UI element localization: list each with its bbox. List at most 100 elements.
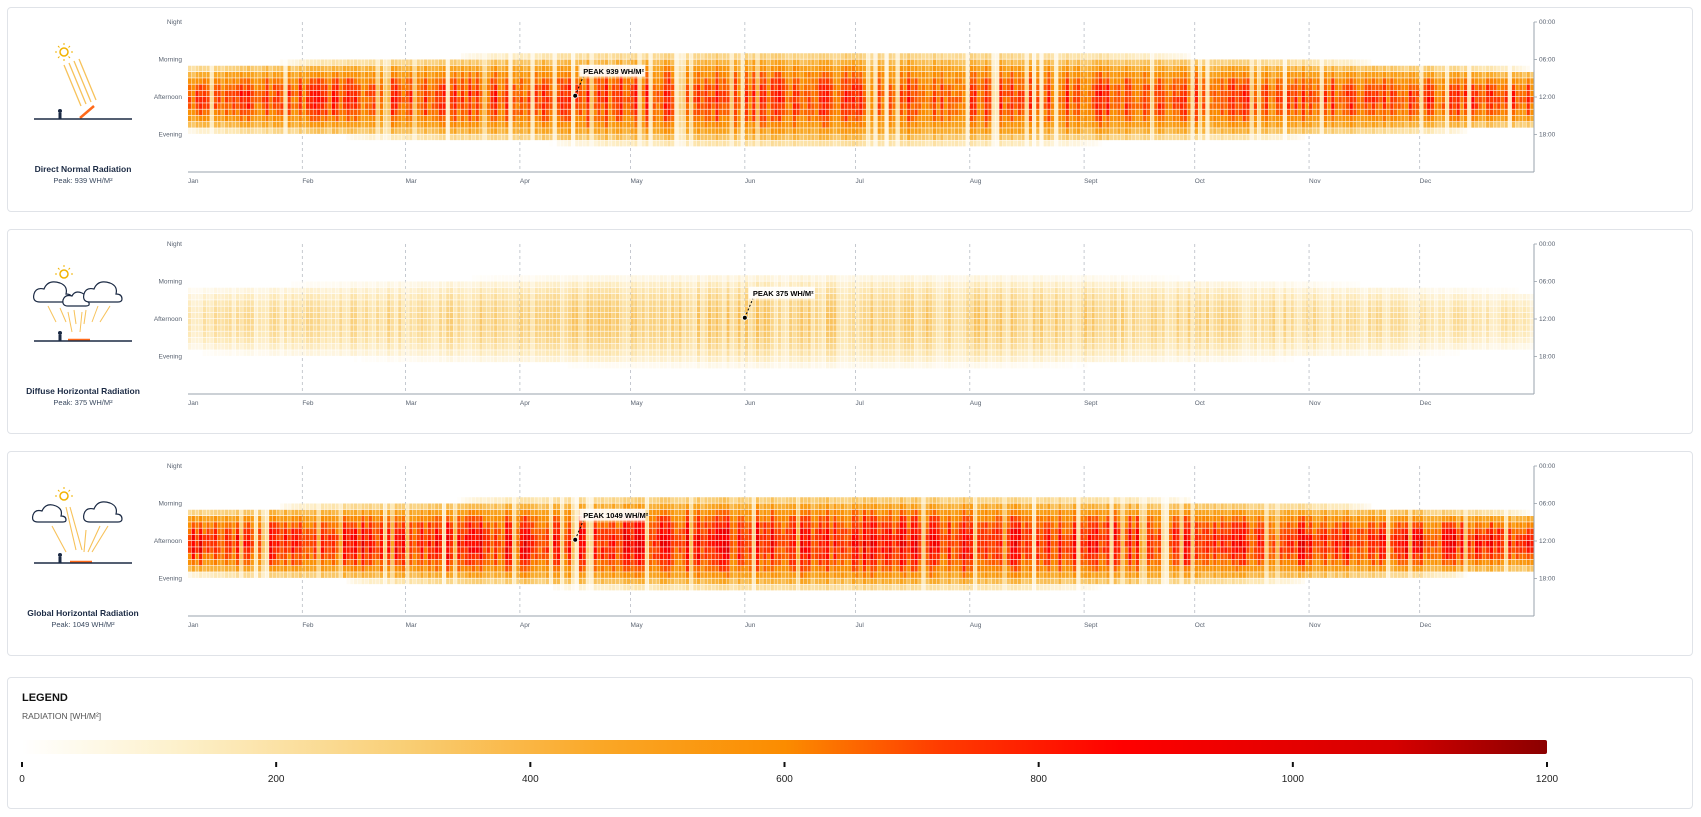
heatmap-cell — [1430, 103, 1434, 109]
heatmap-cell — [991, 65, 996, 72]
heatmap-cell — [1076, 53, 1080, 59]
heatmap-cell — [1471, 109, 1475, 116]
heatmap-cell — [1076, 122, 1080, 128]
heatmap-cell — [250, 90, 254, 97]
heatmap-cell — [1179, 90, 1184, 97]
heatmap-cell — [1120, 109, 1125, 116]
heatmap-cell — [641, 122, 645, 128]
heatmap-cell — [1257, 128, 1261, 134]
heatmap-cell — [818, 84, 822, 91]
heatmap-cell — [416, 59, 420, 66]
heatmap-cell — [877, 59, 881, 66]
heatmap-cell — [770, 65, 774, 72]
heatmap-cell — [486, 97, 490, 103]
heatmap-cell — [730, 140, 734, 147]
heatmap-cell — [1294, 72, 1298, 78]
heatmap-cell — [313, 90, 317, 97]
heatmap-cell — [199, 287, 203, 294]
heatmap-cell — [1471, 97, 1475, 103]
heatmap-cell — [1449, 97, 1453, 103]
heatmap-cell — [199, 65, 203, 72]
heatmap-cell — [1183, 128, 1187, 134]
heatmap-cell — [929, 122, 933, 128]
heatmap-cell — [803, 109, 808, 116]
heatmap-cell — [1286, 128, 1291, 134]
heatmap-cell — [1250, 115, 1254, 122]
x-tick-label: Feb — [302, 178, 314, 185]
heatmap-cell — [494, 78, 498, 84]
heatmap-cell — [755, 90, 760, 97]
heatmap-cell — [1375, 84, 1379, 91]
heatmap-cell — [1268, 115, 1272, 122]
heatmap-cell — [848, 72, 852, 78]
heatmap-cell — [1430, 109, 1434, 116]
heatmap-cell — [637, 97, 642, 103]
heatmap-cell — [1209, 84, 1213, 91]
heatmap-cell — [357, 134, 361, 141]
heatmap-cell — [980, 109, 985, 116]
heatmap-cell — [188, 337, 192, 344]
heatmap-cell — [1467, 103, 1471, 109]
heatmap-cell — [357, 115, 361, 122]
heatmap-cell — [1102, 134, 1106, 141]
heatmap-cell — [1017, 122, 1021, 128]
heatmap-cell — [774, 128, 778, 134]
heatmap-cell — [1235, 59, 1239, 66]
heatmap-cell — [1132, 84, 1136, 91]
heatmap-cell — [689, 97, 693, 103]
heatmap-cell — [438, 115, 443, 122]
heatmap-cell — [958, 134, 962, 141]
heatmap-cell — [1227, 65, 1232, 72]
heatmap-cell — [221, 65, 225, 72]
heatmap-cell — [634, 59, 638, 66]
heatmap-cell — [1061, 59, 1066, 66]
heatmap-cell — [435, 103, 439, 109]
heatmap-cell — [1191, 84, 1195, 91]
heatmap-cell — [789, 134, 793, 141]
heatmap-cell — [737, 59, 741, 66]
heatmap-cell — [1073, 128, 1077, 134]
heatmap-cell — [1021, 109, 1025, 116]
x-tick-label: Aug — [970, 178, 982, 185]
heatmap-cell — [501, 103, 505, 109]
heatmap-cell — [1393, 103, 1398, 109]
heatmap-cell — [984, 53, 988, 59]
heatmap-cell — [442, 65, 446, 72]
heatmap-cell — [1187, 84, 1191, 91]
heatmap-cell — [1316, 78, 1320, 84]
heatmap-cell — [1157, 134, 1162, 141]
heatmap-cell — [844, 109, 848, 116]
heatmap-cell — [508, 59, 513, 66]
heatmap-cell — [921, 128, 926, 134]
heatmap-cell — [921, 65, 926, 72]
heatmap-cell — [707, 122, 712, 128]
heatmap-cell — [1504, 65, 1508, 72]
heatmap-cell — [766, 72, 771, 78]
heatmap-cell — [199, 78, 203, 84]
heatmap-cell — [943, 128, 948, 134]
heatmap-cell — [862, 140, 867, 147]
heatmap-cell — [892, 128, 896, 134]
heatmap-cell — [1172, 78, 1176, 84]
heatmap-cell — [1305, 90, 1309, 97]
heatmap-cell — [376, 122, 380, 128]
heatmap-cell — [951, 53, 955, 59]
heatmap-cell — [807, 53, 811, 59]
heatmap-cell — [730, 78, 734, 84]
heatmap-cell — [811, 115, 815, 122]
heatmap-cell — [1143, 90, 1147, 97]
heatmap-cell — [870, 78, 874, 84]
heatmap-cell — [962, 53, 966, 59]
heatmap-cell — [785, 134, 789, 141]
heatmap-cell — [191, 319, 195, 325]
heatmap-cell — [1028, 65, 1033, 72]
heatmap-cell — [1073, 97, 1077, 103]
heatmap-cell — [261, 78, 265, 84]
heatmap-cell — [401, 128, 406, 134]
heatmap-cell — [682, 134, 686, 141]
heatmap-cell — [1161, 65, 1165, 72]
heatmap-cell — [1076, 115, 1080, 122]
heatmap-cell — [984, 72, 988, 78]
heatmap-cell — [1076, 72, 1080, 78]
heatmap-cell — [678, 72, 682, 78]
